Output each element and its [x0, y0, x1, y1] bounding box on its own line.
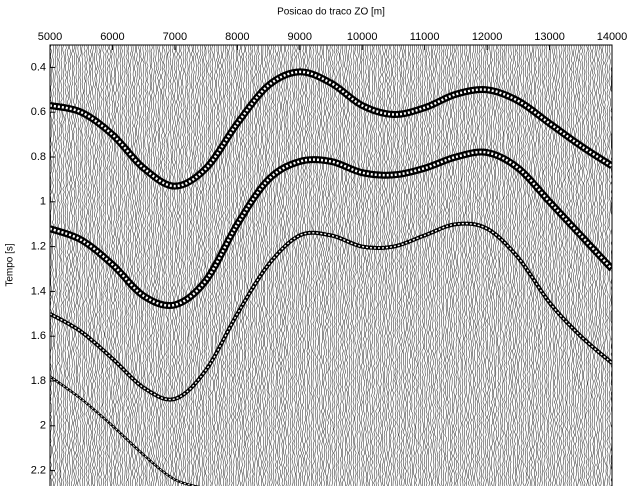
y-tick-label: 1.2	[31, 241, 46, 253]
plot-area	[50, 45, 613, 486]
x-tick-label: 13000	[534, 31, 565, 43]
x-tick-label: 11000	[410, 31, 440, 43]
y-tick-label: 0.8	[31, 151, 46, 163]
y-tick-label: 1	[40, 196, 46, 208]
y-tick-label: 2.2	[31, 465, 46, 477]
x-tick-label: 7000	[163, 31, 187, 43]
y-tick-label: 1.8	[31, 375, 46, 387]
x-tick-label: 5000	[38, 31, 62, 43]
x-tick-label: 8000	[225, 31, 249, 43]
x-tick-label: 9000	[288, 31, 312, 43]
x-tick-label: 12000	[472, 31, 503, 43]
x-tick-label: 6000	[100, 31, 124, 43]
x-tick-label: 14000	[597, 31, 628, 43]
y-axis-label: Tempo [s]	[5, 243, 16, 287]
y-tick-label: 0.4	[31, 61, 46, 73]
y-tick-label: 1.6	[31, 330, 46, 342]
x-tick-label: 10000	[347, 31, 378, 43]
y-tick-label: 2	[40, 420, 46, 432]
chart: Posicao do traco ZO [m] Tempo [s] 5000 60…	[0, 0, 641, 486]
chart-title: Posicao do traco ZO [m]	[277, 7, 385, 18]
page: Posicao do traco ZO [m] Tempo [s] 5000 60…	[0, 0, 641, 486]
y-tick-label: 0.6	[31, 106, 46, 118]
y-tick-label: 1.4	[31, 285, 46, 297]
